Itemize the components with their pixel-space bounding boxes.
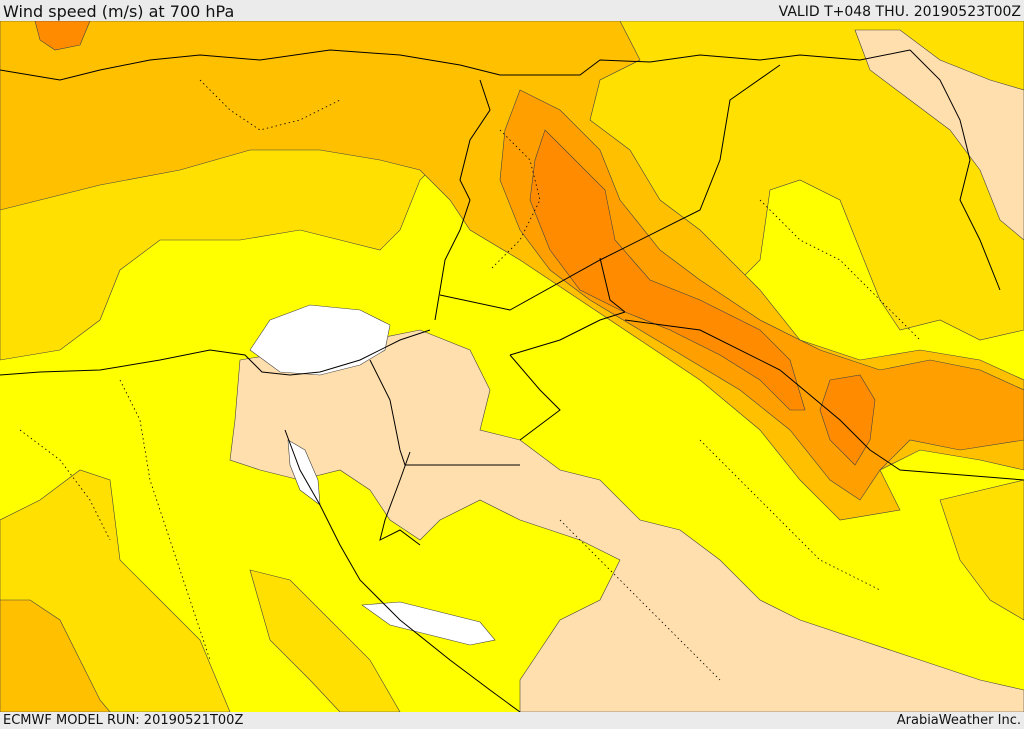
wind-band-deep-orange: [529, 129, 806, 411]
national-borders: [369, 49, 1024, 481]
wind-band-peach-northeast: [854, 29, 1024, 241]
wind-band-peach: [229, 329, 1024, 712]
wind-band-white-redsea: [361, 601, 496, 646]
wind-band-deep-orange-west: [34, 21, 91, 51]
model-run: ECMWF MODEL RUN: 20190521T00Z: [3, 713, 244, 728]
coastlines: [0, 49, 911, 712]
credit: ArabiaWeather Inc.: [896, 713, 1021, 728]
wind-band-gold-strip: [249, 569, 401, 712]
valid-time: VALID T+048 THU. 20190523T00Z: [778, 4, 1021, 20]
header-bar: Wind speed (m/s) at 700 hPa VALID T+048 …: [0, 0, 1024, 21]
map-title: Wind speed (m/s) at 700 hPa: [3, 2, 235, 21]
wind-band-deep-orange-east: [819, 374, 876, 466]
wind-speed-map: [0, 21, 1024, 712]
wind-band-orange: [499, 89, 1024, 501]
footer-bar: ECMWF MODEL RUN: 20190521T00Z ArabiaWeat…: [0, 712, 1024, 729]
wind-band-gold-east: [939, 479, 1024, 621]
map-canvas: [0, 21, 1024, 712]
province-borders: [19, 79, 921, 681]
wind-band-amber-south: [0, 599, 111, 712]
